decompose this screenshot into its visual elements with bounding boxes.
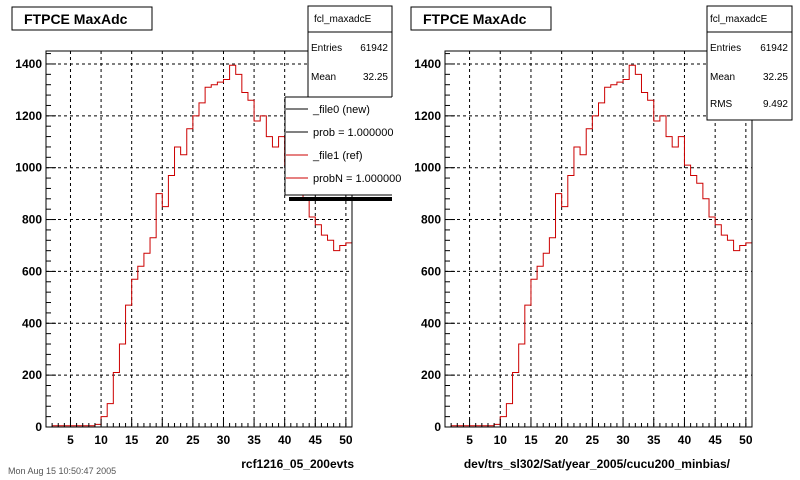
left-x-tick-label: 50	[339, 433, 353, 447]
left-stats-entries-label: Entries	[311, 43, 342, 54]
left-y-tick-label: 200	[22, 368, 42, 382]
right-stats-rms-label: RMS	[710, 99, 733, 110]
right-histogram-series	[445, 64, 752, 428]
left-x-tick-label: 15	[125, 433, 139, 447]
right-x-tick-label: 10	[494, 433, 508, 447]
left-y-tick-label: 800	[22, 213, 42, 227]
left-y-tick-label: 1400	[15, 57, 42, 71]
right-y-tick-label: 0	[434, 420, 441, 434]
legend-label-prob: prob = 1.000000	[313, 127, 393, 139]
right-x-axis-label: dev/trs_sl302/Sat/year_2005/cucu200_minb…	[464, 457, 731, 471]
legend-label-new: _file0 (new)	[312, 104, 370, 116]
right-x-tick-label: 25	[586, 433, 600, 447]
right-stats-mean-value: 32.25	[763, 72, 788, 83]
left-x-tick-label: 25	[186, 433, 200, 447]
left-x-tick-label: 45	[309, 433, 323, 447]
right-x-tick-label: 35	[647, 433, 661, 447]
right-stats-entries-value: 61942	[760, 43, 788, 54]
legend-label-ref: _file1 (ref)	[312, 150, 363, 162]
right-y-tick-label: 1000	[414, 161, 441, 175]
left-histogram-plot: 5 10 15 20 25 30 35 40 45 50 0 200 400 600 800 1000 1200…	[15, 50, 353, 447]
right-y-tick-label: 400	[421, 316, 441, 330]
left-y-tick-label: 600	[22, 264, 42, 278]
right-x-tick-label: 50	[739, 433, 753, 447]
left-title: FTPCE MaxAdc	[24, 11, 128, 27]
left-x-tick-label: 35	[247, 433, 261, 447]
left-stats-mean-label: Mean	[311, 72, 336, 83]
left-legend: _file0 (new) prob = 1.000000 _file1 (ref…	[284, 96, 401, 201]
right-x-tick-label: 30	[616, 433, 630, 447]
right-stats-rms-value: 9.492	[763, 99, 788, 110]
left-x-tick-label: 30	[217, 433, 231, 447]
left-y-tick-label: 400	[22, 316, 42, 330]
left-y-tick-label: 0	[35, 420, 42, 434]
right-y-tick-label: 1400	[414, 57, 441, 71]
right-stats-entries-label: Entries	[710, 43, 741, 54]
right-x-tick-label: 20	[555, 433, 569, 447]
right-stats-box: fcl_maxadcE Entries 61942 Mean 32.25 RMS…	[706, 5, 793, 121]
left-x-tick-label: 20	[156, 433, 170, 447]
left-stats-name: fcl_maxadcE	[314, 14, 372, 25]
left-title-box	[11, 6, 153, 31]
right-stats-mean-label: Mean	[710, 72, 735, 83]
right-histogram-plot: 5 10 15 20 25 30 35 40 45 50 0 200 400 600 800 1000 1200…	[414, 50, 753, 447]
right-y-tick-label: 600	[421, 264, 441, 278]
left-x-tick-label: 40	[278, 433, 292, 447]
footer-date: Mon Aug 15 10:50:47 2005	[8, 466, 116, 476]
legend-label-probn: probN = 1.000000	[313, 173, 401, 185]
right-x-tick-label: 5	[466, 433, 473, 447]
left-y-tick-label: 1000	[15, 161, 42, 175]
right-title: FTPCE MaxAdc	[423, 11, 527, 27]
left-x-tick-label: 5	[67, 433, 74, 447]
right-y-tick-label: 800	[421, 213, 441, 227]
left-y-tick-label: 1200	[15, 109, 42, 123]
left-x-tick-label: 10	[94, 433, 108, 447]
right-x-tick-label: 15	[524, 433, 538, 447]
right-title-box	[410, 6, 552, 31]
left-x-axis-label: rcf1216_05_200evts	[241, 457, 354, 471]
right-stats-name: fcl_maxadcE	[710, 14, 768, 25]
left-stats-mean-value: 32.25	[363, 72, 388, 83]
left-stats-entries-value: 61942	[360, 43, 388, 54]
right-x-tick-label: 45	[708, 433, 722, 447]
right-x-tick-label: 40	[678, 433, 692, 447]
right-y-tick-label: 200	[421, 368, 441, 382]
right-y-tick-label: 1200	[414, 109, 441, 123]
